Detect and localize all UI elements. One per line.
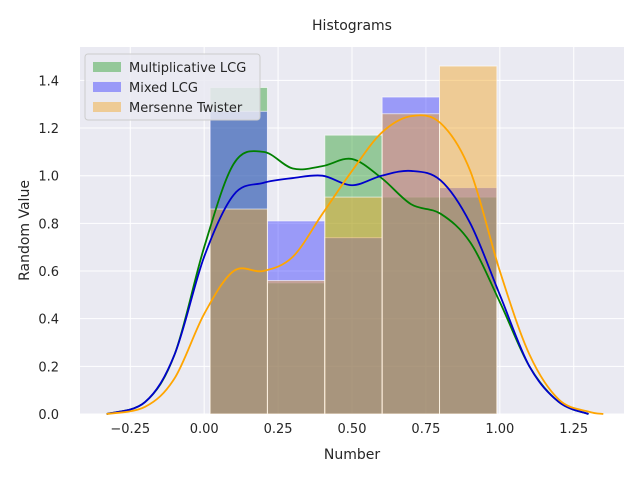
legend-label-2: Mersenne Twister xyxy=(129,101,243,116)
bar-series-2-bin-1 xyxy=(266,280,326,415)
bar-series-2-bin-2 xyxy=(324,196,383,415)
x-tick-label-6: 1.25 xyxy=(559,422,588,437)
x-tick-label-4: 0.75 xyxy=(411,422,440,437)
x-axis-label: Number xyxy=(324,447,380,463)
legend-label-0: Multiplicative LCG xyxy=(129,61,246,76)
y-tick-label-3: 0.6 xyxy=(38,265,59,280)
bar-series-0-bin-3 xyxy=(381,196,441,415)
legend-box xyxy=(84,53,261,121)
legend-label-1: Mixed LCG xyxy=(129,81,198,96)
x-tick-label-1: 0.00 xyxy=(190,422,219,437)
x-axis-ticks: −0.25 0.00 0.25 0.50 0.75 1.00 1.25 xyxy=(110,422,588,437)
legend: Multiplicative LCG Mixed LCG Mersenne Twis… xyxy=(84,53,261,121)
x-tick-label-0: −0.25 xyxy=(110,422,150,437)
bar-series-2-bin-0 xyxy=(209,208,268,415)
x-tick-label-5: 1.00 xyxy=(485,422,514,437)
legend-swatch-0 xyxy=(93,62,121,72)
y-tick-label-0: 0.0 xyxy=(38,408,59,423)
bar-series-1-bin-2 xyxy=(324,237,383,415)
bar-series-0-bin-4 xyxy=(439,196,498,415)
legend-swatch-2 xyxy=(93,102,121,112)
kde-line-series-0 xyxy=(106,150,589,415)
y-axis-ticks: 0.0 0.2 0.4 0.6 0.8 1.0 1.2 1.4 xyxy=(38,74,59,423)
y-tick-label-2: 0.4 xyxy=(38,313,59,328)
bars-series-1 xyxy=(209,96,498,415)
bar-series-0-bin-2 xyxy=(324,134,383,415)
bars-series-0 xyxy=(209,87,498,415)
kde-line-series-1 xyxy=(106,169,589,415)
x-tick-label-2: 0.25 xyxy=(264,422,293,437)
y-axis-label: Random Value xyxy=(17,180,33,281)
bar-series-1-bin-3 xyxy=(381,96,441,415)
legend-swatch-1 xyxy=(93,82,121,92)
kde-curves xyxy=(106,114,604,415)
y-tick-label-1: 0.2 xyxy=(38,360,59,375)
histogram-bars xyxy=(209,65,498,415)
y-tick-label-4: 0.8 xyxy=(38,217,59,232)
kde-line-series-2 xyxy=(106,114,604,415)
chart-title: Histograms xyxy=(312,18,392,34)
y-tick-label-5: 1.0 xyxy=(38,170,59,185)
y-tick-label-6: 1.2 xyxy=(38,122,59,137)
bar-series-2-bin-3 xyxy=(381,113,441,415)
y-tick-label-7: 1.4 xyxy=(38,74,59,89)
x-tick-label-3: 0.50 xyxy=(338,422,367,437)
